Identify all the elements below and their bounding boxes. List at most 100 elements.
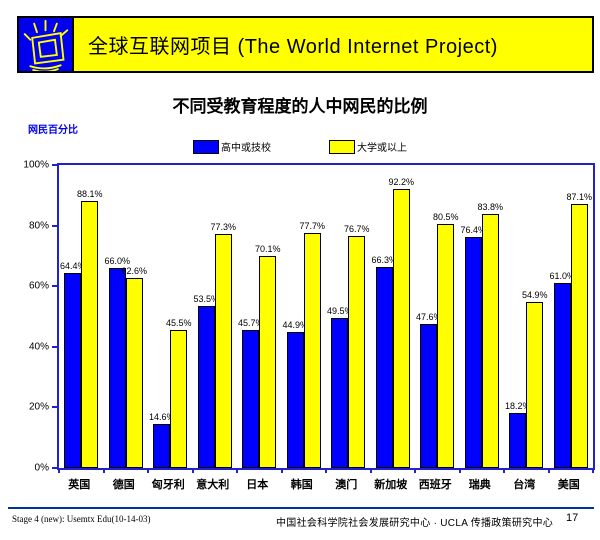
footer-divider bbox=[8, 507, 594, 509]
bar-wrap: 88.1% bbox=[77, 165, 103, 468]
bar-wrap: 66.3% bbox=[371, 165, 397, 468]
y-tick-label: 40% bbox=[28, 341, 49, 353]
bar-value-label: 66.0% bbox=[104, 256, 131, 267]
y-tick bbox=[52, 224, 59, 227]
bar-高中或技校 bbox=[64, 272, 82, 468]
bar-value-label: 49.5% bbox=[326, 306, 353, 317]
category-label: 意大利 bbox=[196, 479, 230, 491]
bar-wrap: 70.1% bbox=[255, 165, 281, 468]
bar-group: 76.4% 83.8% bbox=[460, 165, 505, 468]
bar-value-label: 83.8% bbox=[477, 202, 504, 213]
bar-wrap: 45.5% bbox=[166, 165, 192, 468]
bar-大学或以上 bbox=[481, 214, 499, 468]
legend-label: 高中或技校 bbox=[221, 143, 271, 154]
x-tick bbox=[547, 468, 550, 473]
bar-大学或以上 bbox=[526, 301, 544, 468]
category-label: 日本 bbox=[246, 479, 269, 491]
bar-value-label: 53.5% bbox=[193, 293, 220, 304]
category-label: 西班牙 bbox=[418, 479, 452, 491]
bar-高中或技校 bbox=[375, 267, 393, 468]
category-label: 美国 bbox=[557, 479, 580, 491]
bar-大学或以上 bbox=[259, 255, 277, 468]
bar-wrap: 45.7% bbox=[238, 165, 264, 468]
bar-高中或技校 bbox=[331, 318, 349, 468]
bar-group: 64.4% 88.1% bbox=[59, 165, 104, 468]
chart-title: 不同受教育程度的人中网民的比例 bbox=[172, 97, 428, 116]
bar-高中或技校 bbox=[509, 412, 527, 468]
bar-wrap: 62.6% bbox=[121, 165, 147, 468]
legend-label: 大学或以上 bbox=[357, 143, 407, 154]
bar-wrap: 44.9% bbox=[282, 165, 308, 468]
bar-value-label: 77.3% bbox=[210, 221, 237, 232]
bar-wrap: 47.6% bbox=[416, 165, 442, 468]
bar-group: 49.5% 76.7% bbox=[326, 165, 371, 468]
bar-大学或以上 bbox=[214, 233, 232, 468]
y-axis-label: 网民百分比 bbox=[28, 125, 78, 136]
x-tick bbox=[280, 468, 283, 473]
y-tick bbox=[52, 406, 59, 409]
bar-value-label: 66.3% bbox=[371, 255, 398, 266]
bar-大学或以上 bbox=[392, 188, 410, 468]
y-tick bbox=[52, 285, 59, 288]
bar-group: 66.3% 92.2% bbox=[371, 165, 416, 468]
bar-高中或技校 bbox=[553, 283, 571, 468]
bar-高中或技校 bbox=[108, 268, 126, 468]
bar-大学或以上 bbox=[437, 224, 455, 468]
bar-value-label: 14.6% bbox=[148, 411, 175, 422]
legend-item-university: 大学或以上 bbox=[329, 139, 407, 154]
x-tick bbox=[102, 468, 105, 473]
bar-wrap: 77.3% bbox=[210, 165, 236, 468]
bar-value-label: 47.6% bbox=[415, 311, 442, 322]
x-tick bbox=[58, 468, 60, 473]
bar-value-label: 87.1% bbox=[566, 192, 593, 203]
bar-wrap: 76.7% bbox=[344, 165, 370, 468]
bar-value-label: 88.1% bbox=[76, 189, 103, 200]
bar-value-label: 44.9% bbox=[282, 319, 309, 330]
category-label: 德国 bbox=[112, 479, 135, 491]
bar-group: 53.5% 77.3% bbox=[193, 165, 238, 468]
legend-swatch-yellow bbox=[329, 139, 355, 154]
bar-group: 45.7% 70.1% bbox=[237, 165, 282, 468]
bar-chart-plot-area: 64.4% 88.1% 66.0% 62.6% 14.6% 45.5% 53.5% 77.3%… bbox=[23, 160, 595, 474]
bar-高中或技校 bbox=[286, 331, 304, 468]
x-tick bbox=[147, 468, 149, 473]
bar-高中或技校 bbox=[464, 236, 482, 468]
bar-group: 61.0% 87.1% bbox=[549, 165, 594, 468]
bar-group: 47.6% 80.5% bbox=[415, 165, 460, 468]
y-tick-label: 0% bbox=[34, 462, 49, 474]
x-tick bbox=[191, 468, 194, 473]
footer-organizations: 中国社会科学院社会发展研究中心 · UCLA 传播政策研究中心 bbox=[276, 518, 554, 529]
y-tick-label: 20% bbox=[28, 401, 49, 413]
y-tick-label: 60% bbox=[28, 280, 49, 292]
bar-value-label: 45.7% bbox=[237, 317, 264, 328]
bar-groups: 64.4% 88.1% 66.0% 62.6% 14.6% 45.5% 53.5% 77.3%… bbox=[59, 165, 593, 468]
x-tick bbox=[458, 468, 461, 473]
x-tick bbox=[236, 468, 238, 473]
category-label: 匈牙利 bbox=[151, 479, 185, 491]
bar-value-label: 77.7% bbox=[299, 220, 326, 231]
bar-value-label: 70.1% bbox=[254, 243, 281, 254]
shining-screen-icon bbox=[17, 16, 74, 73]
chart-legend: 高中或技校 大学或以上 bbox=[0, 139, 600, 154]
y-tick bbox=[52, 164, 59, 166]
bar-wrap: 53.5% bbox=[193, 165, 219, 468]
category-label: 瑞典 bbox=[468, 479, 491, 491]
bar-wrap: 64.4% bbox=[60, 165, 86, 468]
bar-value-label: 76.7% bbox=[343, 223, 370, 234]
bar-大学或以上 bbox=[570, 204, 588, 468]
bar-wrap: 80.5% bbox=[433, 165, 459, 468]
y-tick bbox=[52, 467, 59, 469]
bar-wrap: 54.9% bbox=[522, 165, 548, 468]
bar-value-label: 64.4% bbox=[59, 260, 86, 271]
y-tick-label: 100% bbox=[23, 159, 49, 171]
bar-group: 66.0% 62.6% bbox=[104, 165, 149, 468]
bar-wrap: 77.7% bbox=[299, 165, 325, 468]
category-label: 澳门 bbox=[335, 479, 358, 491]
bar-高中或技校 bbox=[420, 323, 438, 468]
slide-header: 全球互联网项目 (The World Internet Project) bbox=[17, 16, 594, 73]
bar-value-label: 62.6% bbox=[121, 266, 148, 277]
x-tick bbox=[503, 468, 505, 473]
bar-wrap: 66.0% bbox=[104, 165, 130, 468]
footer-stage-note: Stage 4 (new): Usemtx Edu(10-14-03) bbox=[12, 514, 151, 524]
legend-swatch-blue bbox=[193, 139, 219, 154]
